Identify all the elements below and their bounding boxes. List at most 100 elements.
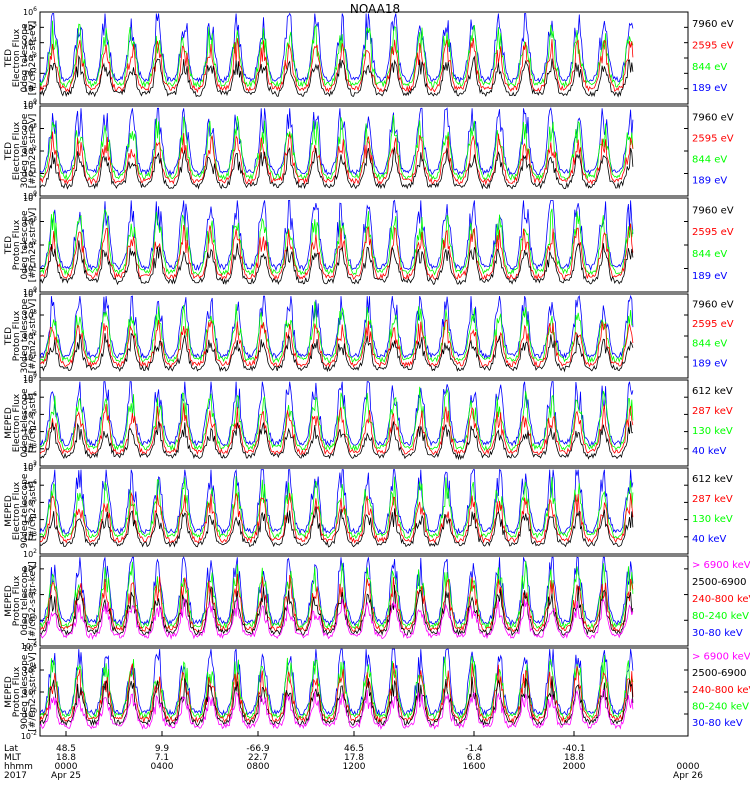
legend-entry: 2595 eV [692, 227, 734, 238]
y-tick-label: 10-2 [21, 730, 37, 741]
series-line [39, 386, 634, 452]
series-line [39, 648, 634, 717]
footer-value: 48.5 [56, 744, 76, 754]
y-tick-label: 101 [23, 351, 37, 362]
legend-entry: 844 eV [692, 155, 727, 166]
footer-value: 2000 [563, 762, 586, 772]
y-tick-label: 104 [23, 563, 37, 574]
y-tick-label: 104 [23, 426, 37, 437]
footer-value: -1.4 [465, 744, 483, 754]
y-axis-label: Electron Flux [12, 28, 22, 87]
y-tick-label: 107 [23, 374, 37, 385]
y-axis-label: TED [4, 236, 14, 255]
y-tick-label: 102 [23, 686, 37, 697]
footer-value: 46.5 [344, 744, 364, 754]
legend-entry: > 6900 keV [692, 560, 750, 571]
series-line [39, 319, 634, 369]
footer-value: 22.7 [248, 753, 268, 763]
y-tick-label: 103 [23, 531, 37, 542]
series-line [39, 301, 634, 365]
y-axis-label: 30deg telescope [20, 113, 30, 188]
y-tick-label: 102 [23, 589, 37, 600]
series-line [39, 55, 634, 98]
y-axis-label: MEPED [4, 495, 14, 527]
series-line [39, 332, 634, 373]
y-tick-label: 103 [23, 443, 37, 454]
y-axis-label: [#/cm2-s-str-keV] [28, 652, 38, 731]
y-tick-label: 100 [23, 372, 37, 383]
series-line [39, 294, 634, 360]
y-axis-label: 0deg telescope [20, 23, 30, 93]
y-axis-label: Electron Flux [12, 481, 22, 540]
series-line [39, 146, 634, 190]
legend-entry: 80-240 keV [692, 611, 749, 622]
series-line [39, 598, 634, 641]
legend-entry: 7960 eV [692, 113, 734, 124]
series-line [39, 476, 634, 540]
y-axis-label: [#/cm2-s-str-eV] [28, 21, 38, 96]
legend-entry: 2595 eV [692, 40, 734, 51]
panel-frame [39, 197, 689, 293]
y-tick-label: 104 [23, 514, 37, 525]
legend-entry: 7960 eV [692, 300, 734, 311]
series-line [39, 381, 634, 447]
legend-entry: 40 keV [692, 534, 726, 545]
y-tick-label: 102 [23, 330, 37, 341]
footer-value: Apr 26 [673, 771, 703, 781]
y-tick-label: 10-2 [21, 640, 37, 651]
y-axis-label: [#/cm2-s-str-eV] [28, 299, 38, 374]
y-axis-label: Electron Flux [12, 393, 22, 452]
series-line [39, 573, 634, 633]
y-tick-label: 100 [23, 708, 37, 719]
series-line [39, 491, 634, 544]
legend-entry: 7960 eV [692, 205, 734, 216]
footer-row-label: hhmm [4, 762, 33, 772]
legend-entry: 80-240 keV [692, 701, 749, 712]
legend-entry: > 6900 keV [692, 652, 750, 663]
footer-value: 0800 [247, 762, 270, 772]
series-line [39, 131, 634, 186]
footer-value: 6.8 [467, 753, 482, 763]
footer-row-label: 2017 [4, 771, 27, 781]
y-tick-label: 102 [23, 239, 37, 250]
y-tick-label: 103 [23, 309, 37, 320]
y-tick-label: 101 [23, 83, 37, 94]
legend-entry: 2595 eV [692, 134, 734, 145]
footer-value: -40.1 [562, 744, 585, 754]
footer-value: 0000 [55, 762, 78, 772]
y-axis-label: MEPED [4, 676, 14, 708]
footer-value: 0400 [151, 762, 174, 772]
legend-entry: 189 eV [692, 271, 727, 282]
y-tick-label: 102 [23, 460, 37, 471]
y-tick-label: 100 [23, 98, 37, 109]
series-line [39, 12, 634, 84]
y-axis-label: MEPED [4, 407, 14, 439]
y-axis-label: 30deg telescope [20, 298, 30, 373]
y-tick-label: 104 [23, 192, 37, 203]
y-axis-label: 90deg telescope [20, 473, 30, 548]
legend-entry: 130 keV [692, 426, 733, 437]
y-tick-label: 102 [23, 548, 37, 559]
series-line [39, 556, 634, 627]
y-axis-label: Proton Flux [12, 575, 22, 626]
y-axis-label: [#/cm2-s-str] [28, 393, 38, 453]
y-axis-label: TED [4, 142, 14, 161]
y-tick-label: 104 [23, 37, 37, 48]
y-tick-label: 104 [23, 664, 37, 675]
series-line [39, 240, 634, 286]
footer-value: 17.8 [344, 753, 364, 763]
y-axis-label: TED [4, 49, 14, 68]
footer-value: Apr 25 [51, 771, 81, 781]
legend-entry: 612 keV [692, 474, 733, 485]
footer-value: -66.9 [246, 744, 270, 754]
y-tick-label: 103 [23, 216, 37, 227]
y-tick-label: 105 [23, 21, 37, 32]
series-line [39, 469, 634, 535]
y-tick-label: 102 [23, 67, 37, 78]
y-axis-label: Proton Flux [12, 310, 22, 361]
legend-entry: 844 eV [692, 339, 727, 350]
footer-value: 9.9 [155, 744, 170, 754]
y-tick-label: 101 [23, 168, 37, 179]
y-axis-label: [#/cm2-s-str-eV] [28, 208, 38, 283]
